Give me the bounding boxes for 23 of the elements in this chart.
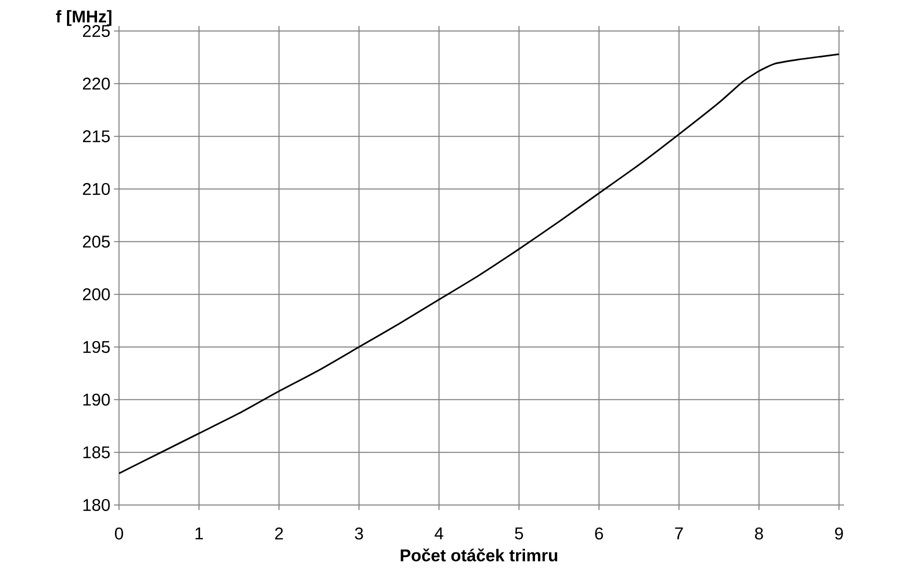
x-axis-title: Počet otáček trimru <box>400 548 558 562</box>
x-tick-label: 0 <box>114 528 124 540</box>
y-tick-label: 215 <box>82 130 110 142</box>
x-tick-label: 5 <box>514 528 524 540</box>
x-tick-label: 8 <box>755 528 763 540</box>
y-tick-label: 200 <box>82 288 110 300</box>
x-tick-label: 2 <box>275 528 283 540</box>
y-tick-label: 180 <box>83 498 110 512</box>
x-tick-label: 1 <box>196 528 203 540</box>
y-axis-title: f [MHz] <box>56 10 112 26</box>
y-tick-label: 195 <box>83 340 110 354</box>
y-tick-label: 185 <box>83 446 110 458</box>
y-tick-label: 205 <box>82 236 110 248</box>
y-tick-label: 210 <box>82 182 110 196</box>
y-tick-label: 220 <box>82 78 110 90</box>
x-tick-label: 9 <box>835 528 843 540</box>
y-tick-label: 225 <box>82 24 110 38</box>
y-tick-label: 190 <box>83 394 110 406</box>
x-tick-label: 7 <box>675 528 683 540</box>
x-tick-label: 4 <box>434 528 444 540</box>
line-series <box>119 53 839 474</box>
x-tick-label: 3 <box>354 528 363 540</box>
x-tick-label: 6 <box>595 528 603 540</box>
